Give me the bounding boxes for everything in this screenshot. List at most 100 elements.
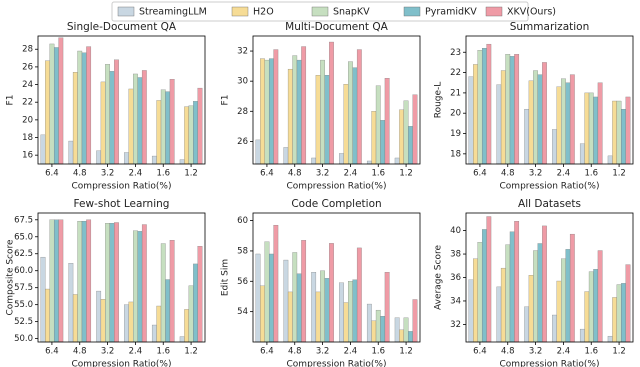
bar	[86, 219, 92, 343]
bar	[496, 286, 502, 343]
x-tick-label: 3.2	[316, 169, 330, 179]
bar	[58, 37, 64, 165]
bar	[509, 231, 515, 343]
y-tick-label: 40	[450, 226, 461, 236]
bar	[72, 72, 78, 165]
bar	[556, 280, 562, 343]
bar	[53, 219, 59, 343]
chart-title: Single-Document QA	[67, 21, 177, 33]
bar	[403, 100, 409, 165]
bar	[579, 143, 585, 165]
bar	[49, 43, 55, 165]
bar	[165, 91, 171, 165]
bar	[569, 233, 575, 343]
bar	[552, 314, 557, 343]
bar	[565, 82, 571, 165]
bar	[625, 264, 631, 343]
bar	[100, 299, 106, 343]
x-axis-label: Compression Ratio(%)	[72, 182, 172, 192]
bar	[588, 92, 594, 165]
bar	[296, 59, 302, 165]
bar	[100, 81, 106, 165]
y-axis-label: F1	[221, 95, 231, 106]
bar	[375, 309, 381, 343]
bar	[77, 220, 83, 343]
axes-frame	[37, 35, 206, 165]
x-tick-label: 6.4	[260, 347, 274, 357]
bar	[552, 129, 557, 165]
bar	[561, 258, 566, 343]
x-axis-label: Compression Ratio(%)	[287, 360, 387, 367]
bar	[260, 285, 265, 343]
axes-frame	[37, 212, 206, 343]
bar	[329, 41, 334, 165]
x-tick-label: 2.4	[344, 169, 358, 179]
legend-label: H2O	[253, 7, 274, 18]
y-tick-label: 22	[450, 68, 461, 78]
bar	[109, 71, 115, 165]
bar	[311, 157, 317, 165]
x-tick-label: 1.2	[612, 347, 626, 357]
bar	[394, 317, 400, 343]
axes-frame	[252, 212, 421, 343]
x-axis-label: Compression Ratio(%)	[500, 182, 600, 192]
legend-label: StreamingLLM	[139, 7, 207, 18]
bar	[352, 67, 358, 165]
bar	[133, 73, 138, 165]
bar	[197, 246, 203, 343]
x-tick-label: 1.6	[156, 347, 170, 357]
bar	[296, 273, 302, 343]
bar	[165, 279, 171, 343]
bar	[268, 253, 274, 343]
x-tick-label: 4.8	[501, 169, 515, 179]
x-tick-label: 6.4	[473, 169, 487, 179]
bar	[68, 140, 74, 165]
bar	[588, 271, 594, 343]
bar	[124, 304, 129, 343]
bar	[366, 160, 372, 165]
bar	[273, 49, 279, 165]
bar	[380, 120, 386, 165]
y-tick-label: 57.5	[14, 283, 33, 293]
legend-label: XKV(Ours)	[507, 7, 556, 18]
bar	[496, 84, 502, 165]
bar	[505, 54, 511, 165]
bar	[72, 294, 78, 343]
bar	[371, 320, 377, 343]
bar	[137, 231, 143, 343]
bar	[616, 284, 622, 343]
axes-frame	[252, 35, 421, 165]
x-axis-label: Compression Ratio(%)	[72, 360, 172, 367]
bar	[114, 222, 119, 343]
bar	[255, 139, 261, 165]
bar	[565, 249, 571, 343]
bar	[105, 223, 110, 343]
y-tick-label: 50.0	[14, 334, 33, 344]
bar	[151, 324, 157, 343]
bar	[160, 243, 166, 343]
bar	[500, 70, 506, 165]
y-tick-label: 26	[22, 62, 33, 72]
bar	[486, 216, 492, 343]
x-tick-label: 3.2	[101, 347, 115, 357]
bar	[283, 147, 289, 165]
bar	[264, 59, 270, 165]
y-tick-label: 56	[237, 277, 248, 287]
y-axis-label: Average Score	[434, 245, 444, 310]
axes-frame	[465, 35, 634, 165]
x-tick-label: 3.2	[101, 169, 115, 179]
x-axis-label: Compression Ratio(%)	[500, 360, 600, 367]
bar	[343, 84, 349, 165]
x-axis-label: Compression Ratio(%)	[287, 182, 387, 192]
bar	[81, 52, 87, 165]
x-tick-label: 3.2	[316, 347, 330, 357]
x-tick-label: 6.4	[45, 347, 59, 357]
y-tick-label: 22	[22, 98, 33, 108]
bar	[612, 100, 618, 165]
bar	[542, 225, 547, 343]
y-tick-label: 36	[450, 273, 461, 283]
y-tick-label: 23	[450, 48, 461, 58]
bar	[184, 106, 190, 165]
bar	[268, 58, 274, 165]
